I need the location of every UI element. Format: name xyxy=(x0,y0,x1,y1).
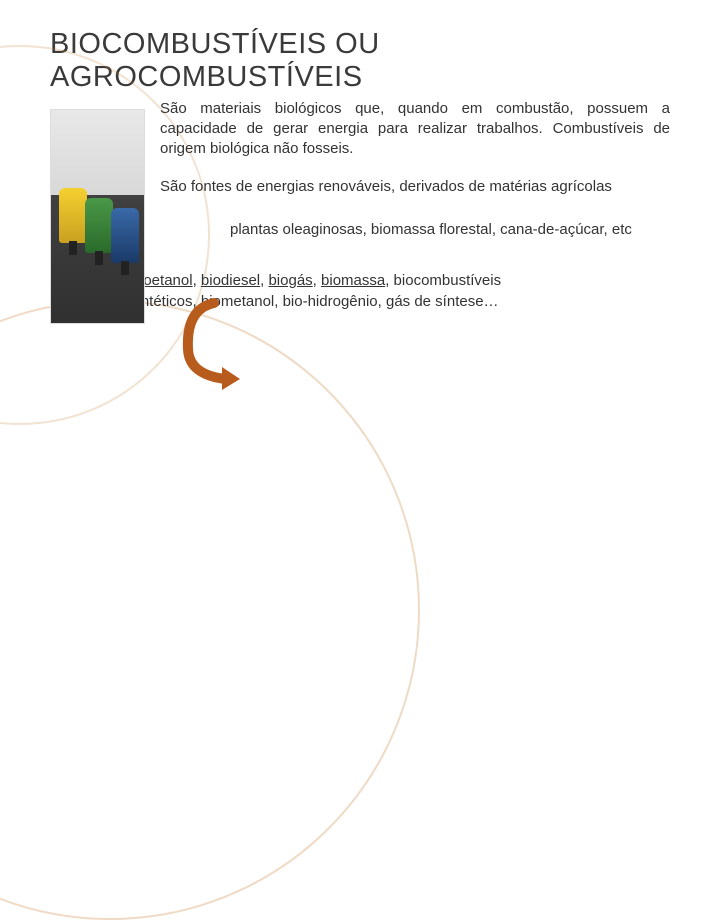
slide-title: BIOCOMBUSTÍVEIS OU AGROCOMBUSTÍVEIS xyxy=(50,28,670,95)
content-area: São materiais biológicos que, quando em … xyxy=(50,99,670,312)
nozzle-green-icon xyxy=(85,198,113,253)
examples-text: plantas oleaginosas, biomassa florestal,… xyxy=(230,220,670,240)
biofuel-biogas: biogás xyxy=(268,272,312,289)
text-column: São materiais biológicos que, quando em … xyxy=(160,99,670,198)
title-line-2: AGROCOMBUSTÍVEIS xyxy=(50,61,363,93)
nozzle-yellow-icon xyxy=(59,188,87,243)
fuel-pump-image xyxy=(50,109,145,324)
title-line-1: BIOCOMBUSTÍVEIS OU xyxy=(50,28,380,60)
biofuels-block: Bioetanol, biodiesel, biogás, biomassa, … xyxy=(130,270,670,312)
biofuels-list: Bioetanol, biodiesel, biogás, biomassa, … xyxy=(130,270,670,312)
paragraph-definition: São materiais biológicos que, quando em … xyxy=(160,99,670,160)
biofuel-biodiesel: biodiesel xyxy=(201,272,260,289)
paragraph-renewable: São fontes de energias renováveis, deriv… xyxy=(160,177,670,197)
biofuel-biomassa: biomassa xyxy=(321,272,385,289)
slide: BIOCOMBUSTÍVEIS OU AGROCOMBUSTÍVEIS São … xyxy=(0,0,720,540)
decorative-circle-bottom xyxy=(0,300,420,920)
nozzle-blue-icon xyxy=(111,208,139,263)
examples-block: plantas oleaginosas, biomassa florestal,… xyxy=(230,220,670,240)
